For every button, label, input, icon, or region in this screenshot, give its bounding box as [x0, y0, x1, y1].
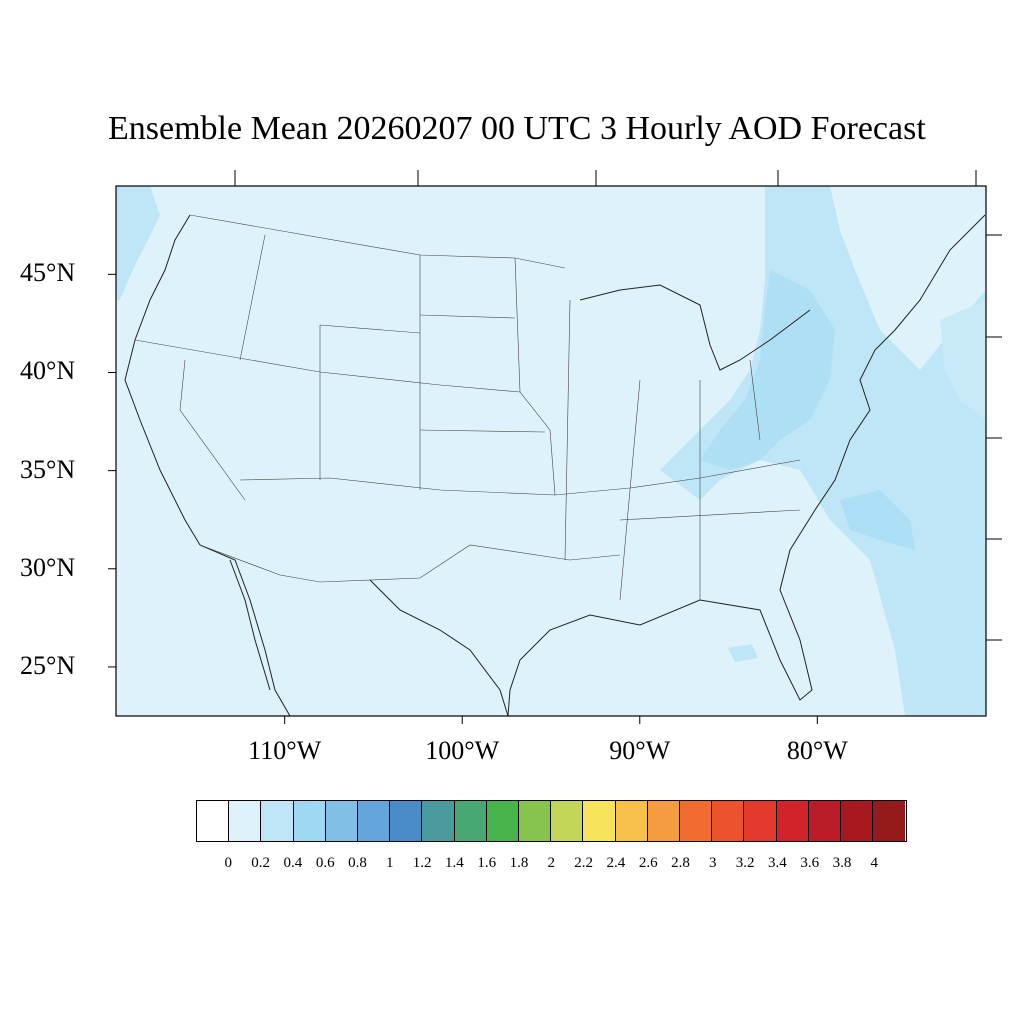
colorbar-swatch — [519, 801, 552, 841]
colorbar-tick-label: 1.6 — [477, 855, 497, 871]
colorbar-tick-label: 0.6 — [315, 855, 335, 871]
colorbar-tick-label: 3.6 — [800, 855, 820, 871]
baja — [229, 559, 271, 691]
colorbar-swatch — [776, 801, 809, 841]
colorbar-swatch — [712, 801, 745, 841]
colorbar-swatch — [325, 801, 359, 841]
lat-label: 35°N — [20, 454, 76, 484]
colorbar-tick-label: 1.4 — [445, 855, 464, 871]
west-coast — [124, 214, 291, 716]
colorbar-swatch — [454, 801, 487, 841]
colorbar-tick-label: 2.4 — [606, 855, 626, 871]
dense-plume-appalachia — [700, 270, 835, 470]
colorbar — [196, 800, 907, 842]
colorbar-swatch — [551, 801, 584, 841]
colorbar-tick-label: 0.8 — [348, 855, 367, 871]
colorbar-tick-label: 2.6 — [638, 855, 658, 871]
gulf-patch — [728, 644, 758, 662]
lat-label: 30°N — [20, 552, 76, 582]
colorbar-swatch — [229, 801, 262, 841]
colorbar-swatch — [293, 801, 326, 841]
lon-label: 80°W — [786, 736, 848, 765]
lon-label: 100°W — [425, 736, 500, 765]
colorbar-tick-label: 2 — [547, 855, 556, 871]
colorbar-tick-label: 1.8 — [509, 855, 529, 871]
gulf-coast — [507, 214, 986, 716]
pacific-plume-north — [116, 186, 160, 300]
colorbar-tick-label: 3 — [709, 855, 717, 871]
axis-ticks — [108, 170, 1002, 724]
colorbar-swatch — [647, 801, 681, 841]
colorbar-swatch — [583, 801, 616, 841]
eastern-plume — [660, 186, 986, 716]
colorbar-tick-label: 0.2 — [251, 855, 270, 871]
colorbar-tick-label: 2.8 — [671, 855, 690, 871]
colorbar-swatch — [808, 801, 842, 841]
mexico-coast — [369, 579, 509, 716]
colorbar-swatch — [873, 801, 906, 841]
colorbar-tick-label: 4 — [870, 855, 879, 871]
great-lakes — [579, 284, 811, 371]
map-title: Ensemble Mean 20260207 00 UTC 3 Hourly A… — [108, 110, 926, 147]
lat-label: 40°N — [20, 356, 76, 386]
colorbar-swatch — [486, 801, 520, 841]
state-borders — [134, 214, 801, 601]
colorbar-tick-label: 1.2 — [412, 855, 432, 871]
colorbar-tick-label: 2.2 — [574, 855, 593, 871]
dense-plume-atlantic — [840, 490, 915, 550]
coastlines — [124, 214, 986, 716]
colorbar-tick-label: 0.4 — [283, 855, 303, 871]
atlantic-far — [940, 300, 986, 420]
colorbar-swatch — [744, 801, 777, 841]
colorbar-swatch — [680, 801, 713, 841]
colorbar-swatch — [841, 801, 874, 841]
colorbar-tick-label: 0 — [224, 855, 233, 871]
colorbar-tick-label: 3.8 — [832, 855, 852, 871]
colorbar-swatch — [261, 801, 294, 841]
colorbar-tick-label: 1 — [386, 855, 394, 871]
lat-label: 45°N — [20, 258, 76, 288]
colorbar-swatch — [358, 801, 391, 841]
colorbar-swatch — [197, 801, 230, 841]
lon-label: 90°W — [609, 736, 671, 765]
map-frame — [115, 185, 987, 717]
aod-shading — [116, 186, 986, 716]
colorbar-swatch — [615, 801, 648, 841]
lat-label: 25°N — [20, 650, 76, 680]
colorbar-swatch — [390, 801, 423, 841]
lon-label: 110°W — [248, 736, 322, 765]
colorbar-tick-label: 3.4 — [768, 855, 787, 871]
colorbar-swatch — [422, 801, 455, 841]
colorbar-tick-label: 3.2 — [735, 855, 755, 871]
